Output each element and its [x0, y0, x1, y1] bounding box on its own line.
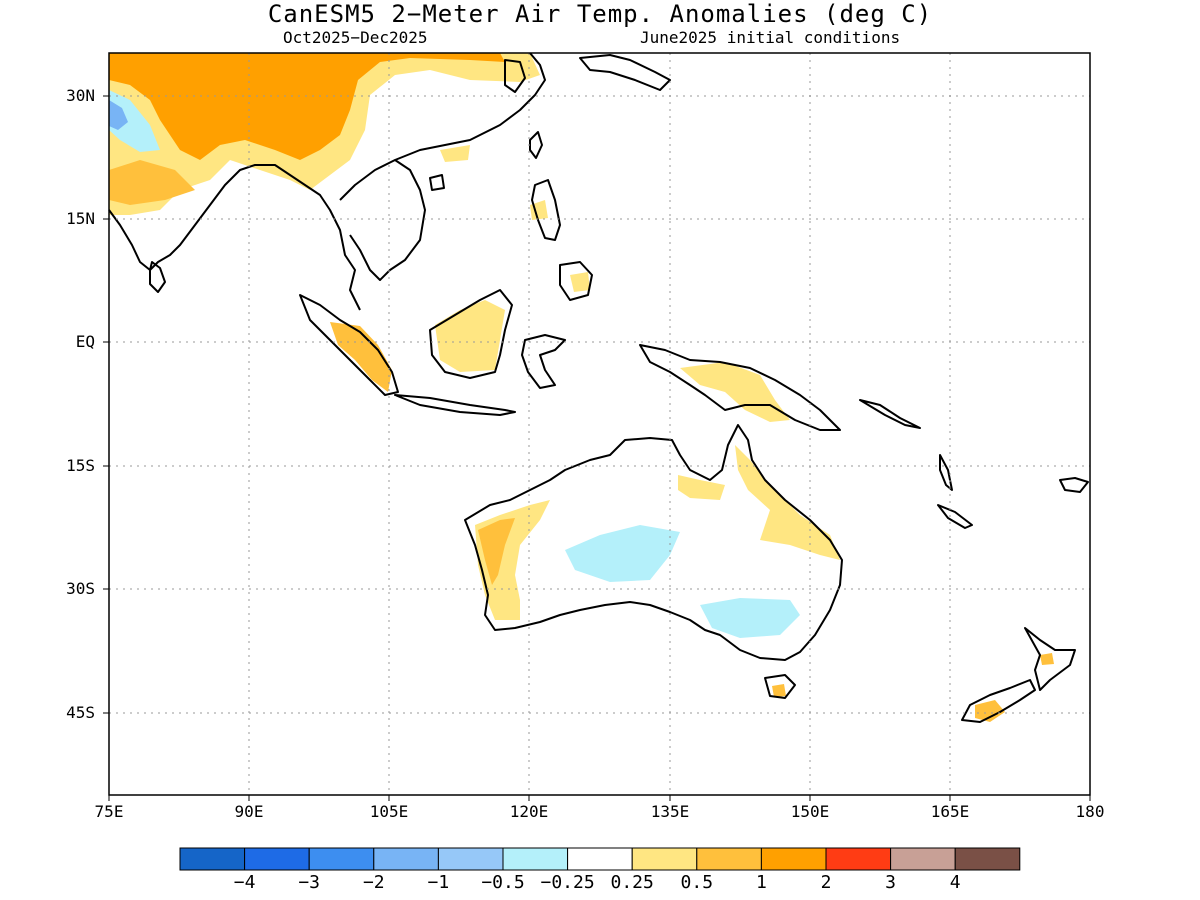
map-title: CanESM5 2−Meter Air Temp. Anomalies (deg… [267, 0, 933, 28]
coast-tasmania [764, 674, 796, 699]
anomaly-borneo [435, 300, 505, 372]
ytick-label-45s: 45S [66, 703, 95, 722]
xtick-label-75e: 75E [94, 802, 124, 821]
anomaly-india-blue [109, 100, 128, 130]
coast-australia [464, 424, 843, 661]
anomaly-nz-north [1040, 653, 1054, 665]
coast-luzon [531, 179, 561, 241]
xtick-label-90e: 90E [234, 802, 264, 821]
anomaly-new-zealand [975, 700, 1005, 722]
ytick-label-15n: 15N [66, 209, 95, 228]
colorbar-label-7: 0.25 [610, 872, 654, 893]
colorbar-box-4 [373, 847, 439, 871]
anomaly-india-cyan [109, 90, 160, 152]
coastlines [108, 52, 1089, 723]
map-frame [108, 52, 1091, 796]
tick-marks [103, 95, 1091, 801]
coast-hainan [429, 174, 445, 191]
colorbar-label-2: −3 [298, 872, 321, 893]
coast-solomons [859, 399, 921, 429]
coast-sumatra [299, 294, 399, 396]
colorbar [179, 847, 1021, 871]
xtick-label-165e: 165E [930, 802, 970, 821]
ytick-label-30s: 30S [66, 579, 95, 598]
xtick-label-135e: 135E [650, 802, 690, 821]
coast-sulawesi [521, 334, 566, 389]
colorbar-box-5 [437, 847, 504, 871]
xtick-label-150e: 150E [790, 802, 830, 821]
coast-korea [504, 59, 526, 93]
anomaly-mindanao [570, 272, 590, 292]
coast-new-guinea [639, 344, 841, 431]
anomaly-australia-cyan-west [565, 525, 680, 582]
colorbar-label-5: −0.5 [481, 872, 525, 893]
coast-indochina [339, 159, 426, 281]
forecast-period: Oct2025−Dec2025 [283, 28, 428, 47]
coast-fiji [1059, 477, 1089, 493]
colorbar-box-13 [954, 847, 1021, 871]
colorbar-label-10: 2 [820, 872, 832, 893]
coast-japan [579, 54, 671, 91]
colorbar-label-9: 1 [755, 872, 767, 893]
anomaly-china-orange [109, 53, 505, 160]
anomaly-shading [109, 53, 1054, 722]
colorbar-label-12: 4 [949, 872, 961, 893]
ytick-label-30n: 30N [66, 86, 95, 105]
colorbar-box-9 [696, 847, 762, 871]
coast-vanuatu [939, 454, 953, 491]
coast-india [108, 164, 361, 311]
colorbar-box-2 [244, 847, 310, 871]
plot-area [109, 53, 1090, 795]
xtick-label-105e: 105E [369, 802, 409, 821]
coast-java [394, 394, 516, 416]
colorbar-box-7 [567, 847, 633, 871]
colorbar-box-10 [760, 847, 827, 871]
colorbar-label-6: −0.25 [540, 872, 595, 893]
colorbar-label-8: 0.5 [680, 872, 714, 893]
colorbar-label-1: −4 [233, 872, 256, 893]
anomaly-wa-orange [478, 518, 515, 585]
anomaly-australia-cyan-east [700, 598, 800, 638]
grid-lines [109, 53, 1090, 795]
coast-taiwan [529, 131, 543, 159]
coast-china [394, 52, 546, 161]
colorbar-label-4: −1 [427, 872, 450, 893]
colorbar-box-8 [631, 847, 698, 871]
anomaly-sumatra [330, 322, 392, 392]
anomaly-new-guinea [680, 362, 790, 422]
xtick-label-120e: 120E [509, 802, 549, 821]
colorbar-box-6 [502, 847, 569, 871]
colorbar-label-3: −2 [362, 872, 385, 893]
anomaly-china-orange-belt [109, 160, 195, 205]
coast-new-caledonia [937, 504, 973, 529]
coast-nz-north [1024, 627, 1076, 691]
anomaly-tasmania [772, 684, 786, 697]
ytick-label-eq: EQ [75, 332, 95, 351]
anomaly-se-china [440, 145, 470, 162]
ytick-label-15s: 15S [66, 456, 95, 475]
coast-mindanao [559, 261, 593, 301]
coast-nz-south [961, 679, 1036, 723]
colorbar-label-11: 3 [885, 872, 897, 893]
colorbar-box-3 [308, 847, 375, 871]
coast-sri-lanka [149, 261, 166, 293]
xtick-label-180: 180 [1075, 802, 1105, 821]
colorbar-box-11 [825, 847, 892, 871]
colorbar-box-1 [179, 847, 246, 871]
anomaly-gulf-carpentaria [678, 475, 725, 500]
colorbar-box-12 [890, 847, 956, 871]
initial-conditions: June2025 initial conditions [640, 28, 901, 47]
